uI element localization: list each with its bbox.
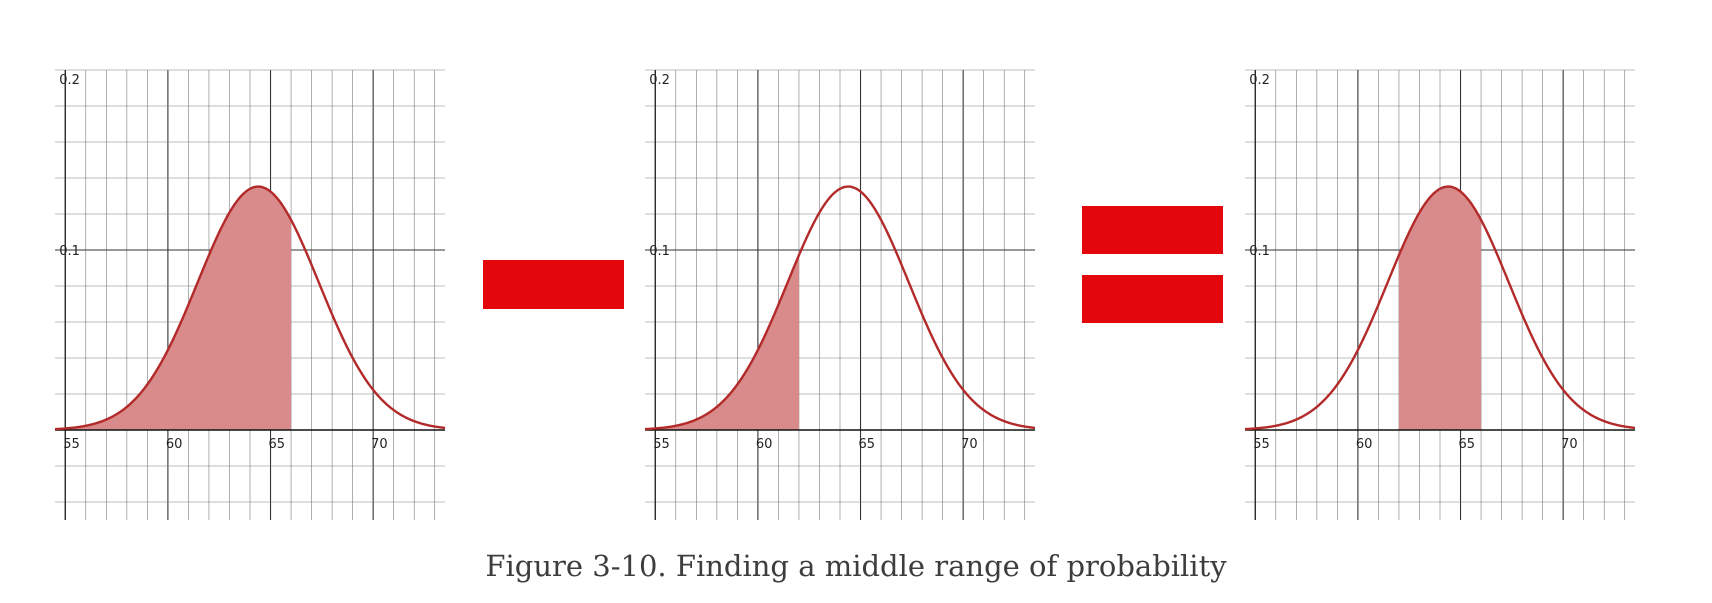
x-tick-label: 55 — [1253, 437, 1270, 452]
x-tick-label: 55 — [653, 437, 670, 452]
minus-sign-icon — [483, 260, 624, 309]
equals-sign-bottom-bar-icon — [1082, 275, 1223, 323]
x-tick-label: 55 — [63, 437, 80, 452]
figure-caption: Figure 3-10. Finding a middle range of p… — [485, 549, 1227, 583]
chart-panel-cumulative-upper: 55 60 65 70 0.1 0.2 — [50, 60, 450, 530]
x-tick-label: 65 — [859, 437, 876, 452]
x-tick-label: 65 — [269, 437, 286, 452]
x-tick-label: 70 — [371, 437, 388, 452]
chart-panel-middle-range: 55 60 65 70 0.1 0.2 — [1240, 60, 1640, 530]
y-tick-label: 0.2 — [1249, 73, 1270, 88]
y-tick-label: 0.1 — [649, 244, 670, 259]
normal-curve — [644, 185, 1036, 431]
y-tick-label: 0.2 — [649, 73, 670, 88]
normal-curve — [1244, 185, 1636, 431]
x-tick-label: 65 — [1459, 437, 1476, 452]
y-tick-label: 0.1 — [59, 244, 80, 259]
y-tick-label: 0.1 — [1249, 244, 1270, 259]
chart-svg: 55 60 65 70 0.1 0.2 — [1244, 69, 1636, 520]
normal-curve — [54, 185, 446, 431]
chart-svg: 55 60 65 70 0.1 0.2 — [54, 69, 446, 520]
x-tick-label: 70 — [1561, 437, 1578, 452]
shaded-area — [1398, 186, 1482, 430]
chart-svg: 55 60 65 70 0.1 0.2 — [644, 69, 1036, 520]
equals-sign-top-bar-icon — [1082, 206, 1223, 254]
x-tick-label: 60 — [166, 437, 183, 452]
x-tick-label: 60 — [756, 437, 773, 452]
chart-panel-cumulative-lower: 55 60 65 70 0.1 0.2 — [640, 60, 1040, 530]
x-tick-label: 60 — [1356, 437, 1373, 452]
x-tick-label: 70 — [961, 437, 978, 452]
shaded-area — [55, 186, 292, 430]
y-tick-label: 0.2 — [59, 73, 80, 88]
shaded-area — [645, 255, 799, 430]
